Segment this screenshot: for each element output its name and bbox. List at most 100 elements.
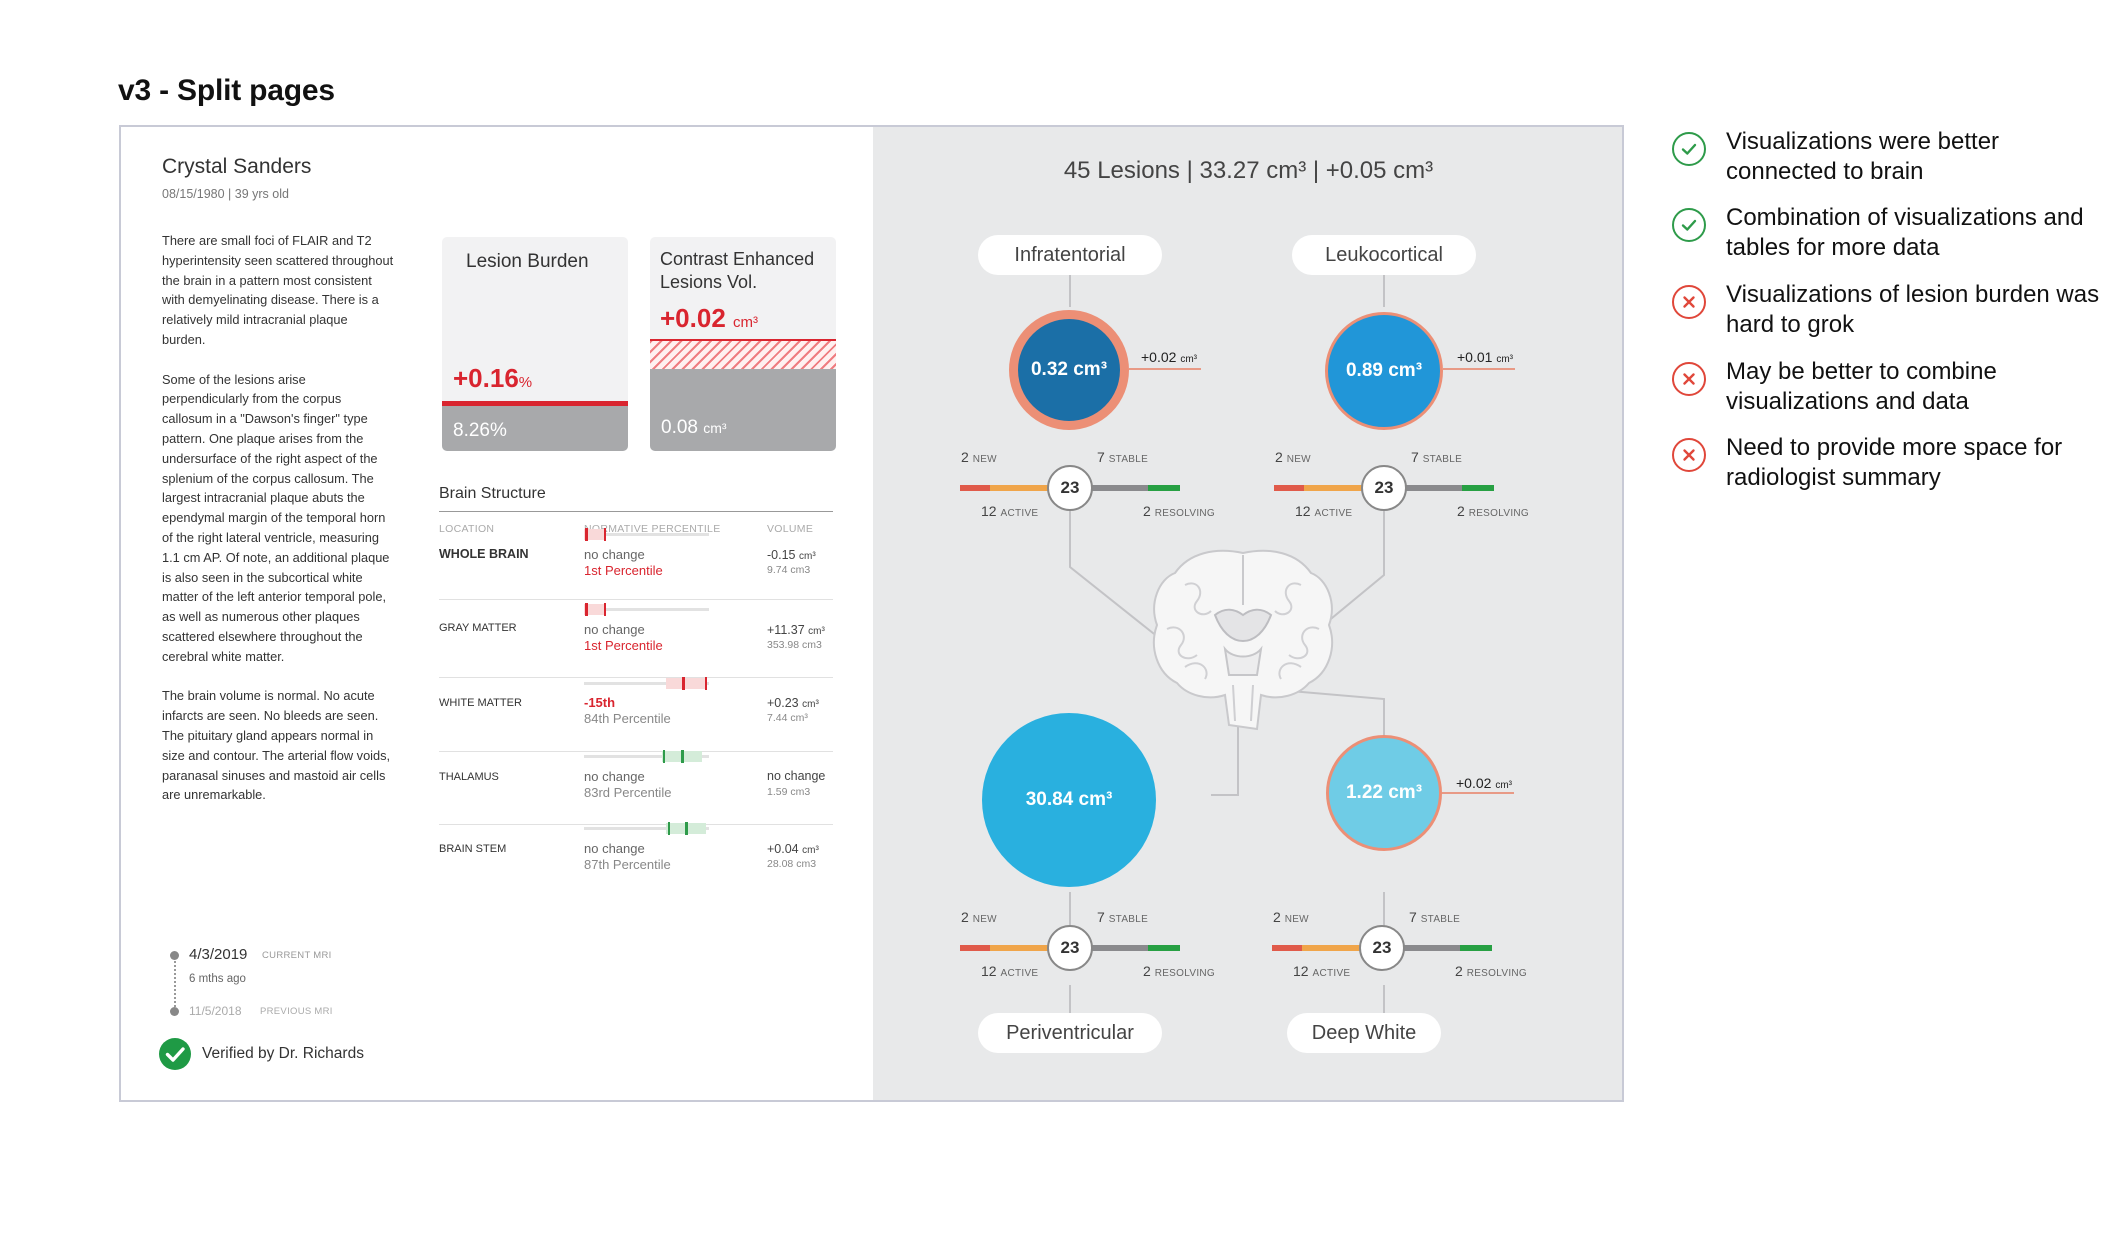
resolving-label: RESOLVING (1468, 508, 1529, 519)
region-label-infratentorial[interactable]: Infratentorial (978, 235, 1162, 275)
resolving-segment (1462, 485, 1494, 491)
row-volume: 9.74 cm3 (767, 564, 811, 576)
table-row[interactable]: THALAMUS no change 83rd Percentile no ch… (439, 750, 833, 825)
stable-segment (1090, 945, 1148, 951)
lesion-summary-header: 45 Lesions | 33.27 cm³ | +0.05 cm³ (1063, 157, 1434, 184)
note-text: Visualizations of lesion burden was hard… (1726, 281, 2100, 338)
contrast-change-value: +0.02 (660, 303, 726, 333)
new-label: NEW (1286, 454, 1311, 465)
connector-line (1383, 985, 1385, 1023)
lesion-burden-card[interactable]: Lesion Burden +0.16% 8.26% (442, 237, 628, 451)
resolving-count: 2 RESOLVING (1455, 963, 1527, 979)
row-volume: 353.98 cm3 (767, 639, 822, 651)
active-label: ACTIVE (1314, 508, 1353, 519)
percentile-marker (685, 822, 688, 835)
active-segment (990, 945, 1050, 951)
x-circle-icon (1672, 438, 1706, 472)
lesion-burden-change-unit: % (518, 374, 533, 391)
region-delta-value: +0.02 (1456, 775, 1492, 791)
lesion-count-circle[interactable]: 23 (1047, 465, 1093, 511)
percentile-band (666, 678, 706, 689)
stable-segment (1090, 485, 1148, 491)
active-count: 12 ACTIVE (1293, 963, 1350, 979)
table-row[interactable]: WHITE MATTER -15th 84th Percentile +0.23… (439, 677, 833, 752)
check-circle-icon (1672, 208, 1706, 242)
percentile-track (584, 750, 709, 763)
row-volume-change-value: +0.04 (767, 842, 799, 856)
lesion-count-circle[interactable]: 23 (1047, 925, 1093, 971)
region-volume-value: 0.32 cm³ (1030, 359, 1108, 380)
new-count-value: 2 (1273, 909, 1281, 925)
region-volume-infratentorial[interactable]: 0.32 cm³ (1009, 310, 1129, 430)
stable-count: 7 STABLE (1097, 449, 1148, 465)
contrast-fill: 0.08 cm³ (650, 369, 836, 451)
region-label-periventricular[interactable]: Periventricular (978, 1013, 1162, 1053)
timeline-current-date[interactable]: 4/3/2019 (189, 946, 248, 963)
left-page: Crystal Sanders 08/15/1980 | 39 yrs old … (121, 127, 873, 1100)
col-location: LOCATION (439, 523, 495, 535)
lesion-count-circle[interactable]: 23 (1359, 925, 1405, 971)
table-row[interactable]: WHOLE BRAIN no change 1st Percentile -0.… (439, 528, 833, 600)
row-volume-change: -0.15 cm³ (767, 548, 816, 562)
region-volume-leukocortical[interactable]: 0.89 cm³ (1325, 312, 1443, 430)
region-volume-value: 0.89 cm³ (1345, 360, 1423, 381)
table-row[interactable]: GRAY MATTER no change 1st Percentile +11… (439, 603, 833, 678)
new-count-value: 2 (961, 909, 969, 925)
verified-check-icon (159, 1038, 191, 1070)
note-item: Visualizations were better connected to … (1672, 127, 2102, 187)
region-volume-value: 1.22 cm³ (1345, 782, 1423, 803)
percentile-marker (663, 750, 665, 763)
region-volume-periventricular[interactable]: 30.84 cm³ (982, 713, 1156, 887)
region-volume-value: 30.84 cm³ (1025, 789, 1113, 810)
timeline-previous-date[interactable]: 11/5/2018 (189, 1004, 242, 1018)
stable-count-value: 7 (1097, 909, 1105, 925)
new-label: NEW (972, 914, 997, 925)
resolving-count-value: 2 (1457, 503, 1465, 519)
row-volume-change: +11.37 cm³ (767, 623, 825, 637)
lesion-burden-title: Lesion Burden (466, 251, 589, 272)
contrast-enhanced-card[interactable]: Contrast Enhanced Lesions Vol. +0.02 cm³… (650, 237, 836, 451)
region-delta-unit: cm³ (1180, 354, 1197, 365)
region-delta-unit: cm³ (1496, 354, 1513, 365)
connector-line (1383, 507, 1385, 559)
stable-count-value: 7 (1409, 909, 1417, 925)
row-location: GRAY MATTER (439, 622, 517, 634)
table-row[interactable]: BRAIN STEM no change 87th Percentile +0.… (439, 822, 833, 897)
stable-count: 7 STABLE (1411, 449, 1462, 465)
region-delta-underline (1129, 368, 1201, 370)
stable-count-value: 7 (1097, 449, 1105, 465)
contrast-value: 0.08 cm³ (661, 417, 727, 439)
row-divider (439, 751, 833, 752)
percentile-marker (604, 603, 606, 616)
right-page: 45 Lesions | 33.27 cm³ | +0.05 cm³ (873, 127, 1622, 1100)
stable-segment (1404, 485, 1462, 491)
timeline-line (174, 961, 176, 1007)
resolving-segment (1148, 485, 1180, 491)
region-label-deep-white[interactable]: Deep White (1287, 1013, 1441, 1053)
new-segment (960, 945, 990, 951)
row-volume-change: +0.23 cm³ (767, 696, 819, 710)
percentile-track (584, 528, 709, 541)
row-volume-change-value: +11.37 (767, 623, 805, 637)
note-item: May be better to combine visualizations … (1672, 357, 2102, 417)
brain-structure-rule (439, 511, 833, 512)
lesion-count-circle[interactable]: 23 (1361, 465, 1407, 511)
patient-meta: 08/15/1980 | 39 yrs old (162, 187, 289, 201)
region-label-leukocortical[interactable]: Leukocortical (1292, 235, 1476, 275)
contrast-increase-hatch (650, 339, 836, 369)
active-count-value: 12 (1295, 503, 1311, 519)
row-status: no change (584, 769, 645, 784)
timeline-previous-dot (170, 1007, 179, 1016)
percentile-marker (668, 822, 670, 835)
new-count: 2 NEW (1273, 909, 1309, 925)
resolving-count-value: 2 (1455, 963, 1463, 979)
active-segment (1302, 945, 1362, 951)
verified-text: Verified by Dr. Richards (202, 1045, 364, 1062)
active-segment (990, 485, 1050, 491)
row-location: WHITE MATTER (439, 697, 522, 709)
timeline-previous-label: PREVIOUS MRI (260, 1006, 333, 1017)
region-volume-deep-white[interactable]: 1.22 cm³ (1326, 735, 1442, 851)
row-percentile: 1st Percentile (584, 563, 663, 578)
row-volume: 28.08 cm3 (767, 858, 817, 870)
row-percentile: 84th Percentile (584, 711, 671, 726)
